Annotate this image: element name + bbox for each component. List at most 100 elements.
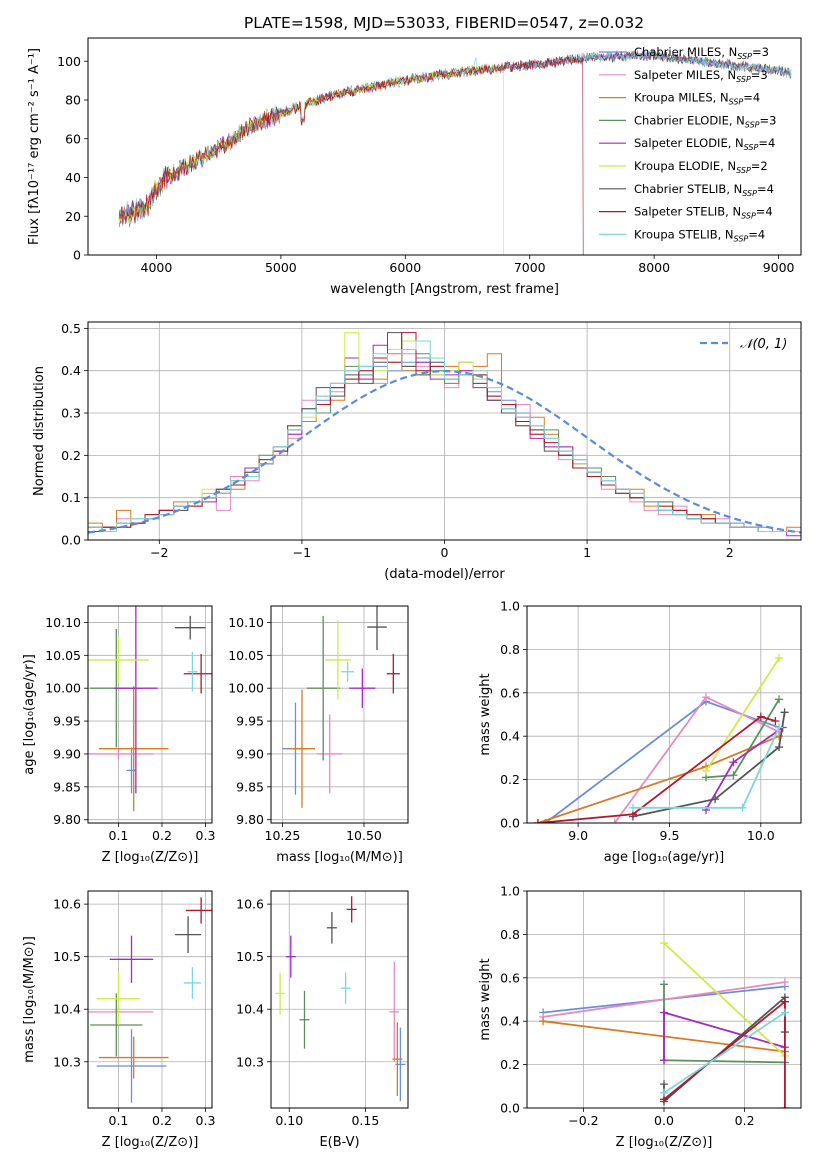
age-vs-mass-panel: 10.25 10.50 9.80 9.85 9.90 9.95 10.00 10.05 10.1… (228, 605, 409, 865)
weight-marker (780, 708, 789, 717)
y-tick-label: 10.00 (45, 681, 81, 696)
y-tick-label: 10.10 (228, 615, 264, 630)
age-vs-metallicity-panel: 0.1 0.2 0.3 9.80 9.85 9.90 9.95 10.00 10.05 10.10… (22, 605, 215, 865)
y-tick-label: 0.3 (61, 406, 81, 421)
weight-marker (702, 693, 711, 702)
y-axis-label: mass [log₁₀(M/M⊙)] (22, 936, 37, 1063)
legend-name: Chabrier STELIB, N (634, 182, 742, 196)
y-axis-label: Flux [fλ10⁻¹⁷ erg cm⁻² s⁻¹ A⁻¹] (27, 48, 42, 245)
spectrum-panel: 4000 5000 6000 7000 8000 9000 0 20 40 60 80 100 wave… (27, 37, 802, 297)
x-tick-label: 0.3 (196, 1113, 216, 1128)
plot-area (282, 606, 400, 808)
y-tick-label: 0.6 (500, 685, 520, 700)
x-tick-label: −0.2 (568, 1113, 598, 1128)
spectrum-line (118, 63, 504, 255)
legend-entry: Salpeter STELIB, NSSP=4 (634, 205, 773, 221)
legend-count: =3 (751, 68, 768, 82)
y-tick-label: 10.3 (53, 1054, 81, 1069)
legend-name: Kroupa ELODIE, N (634, 159, 736, 173)
y-tick-label: 10.4 (236, 1002, 264, 1017)
y-tick-label: 10.6 (53, 897, 81, 912)
y-tick-label: 0.6 (500, 970, 520, 985)
legend-count: =4 (743, 91, 760, 105)
plot-area (88, 332, 801, 540)
legend-subscript: SSP (742, 189, 757, 198)
x-tick-label: 4000 (141, 260, 173, 275)
y-tick-label: 0 (73, 248, 81, 263)
y-axis-label: age [log₁₀(age/yr)] (22, 654, 37, 775)
x-tick-label: −2 (150, 545, 168, 560)
x-tick-label: 10.25 (265, 828, 301, 843)
x-axis-label: age [log₁₀(age/yr)] (604, 850, 725, 865)
legend-subscript: SSP (736, 166, 751, 175)
y-tick-label: 9.95 (236, 714, 264, 729)
axes-frame (526, 605, 802, 824)
legend-entry: Kroupa MILES, NSSP=4 (634, 91, 760, 107)
x-tick-label: 9000 (763, 260, 795, 275)
x-axis-label: Z [log₁₀(Z/Z⊙)] (102, 1135, 199, 1150)
weight-vs-metallicity-panel: −0.2 0.0 0.2 0.0 0.2 0.4 0.6 0.8 1.0 Z [log₁₀(Z/Z… (478, 884, 802, 1150)
y-axis-label: mass weight (478, 958, 493, 1040)
weight-marker (539, 1017, 548, 1026)
axes-frame (526, 890, 802, 1109)
x-tick-label: 9.5 (660, 828, 680, 843)
weight-marker (729, 758, 738, 767)
y-tick-label: 10.05 (45, 648, 81, 663)
y-tick-label: 9.80 (53, 812, 81, 827)
weight-marker (660, 939, 668, 948)
weight-marker (660, 1088, 668, 1097)
legend-count: =4 (757, 182, 774, 196)
y-tick-label: 0.0 (500, 816, 520, 831)
spectrum-line (118, 56, 584, 255)
plot-area (88, 606, 212, 812)
mass-vs-metallicity-panel: 0.1 0.2 0.3 10.3 10.4 10.5 10.6 Z [log₁₀(Z/Z⊙)]… (22, 890, 216, 1150)
x-tick-label: 0.2 (152, 828, 172, 843)
x-tick-label: 0.1 (109, 828, 129, 843)
x-tick-label: 1 (583, 545, 591, 560)
legend-count: =2 (751, 159, 768, 173)
x-axis-label: (data-model)/error (384, 567, 505, 582)
weight-marker (533, 819, 542, 823)
y-axis-label: Normed distribution (32, 366, 47, 496)
x-tick-label: 0.1 (109, 1113, 129, 1128)
x-tick-label: 0.2 (735, 1113, 755, 1128)
y-tick-label: 0.8 (500, 927, 520, 942)
x-axis-label: Z [log₁₀(Z/Z⊙)] (102, 850, 199, 865)
legend-subscript: SSP (745, 120, 760, 129)
figure-title: PLATE=1598, MJD=53033, FIBERID=0547, z=0… (244, 14, 644, 32)
x-axis-label: wavelength [Angstrom, rest frame] (330, 282, 559, 297)
legend-name: Salpeter ELODIE, N (634, 136, 744, 150)
weight-marker (702, 766, 711, 775)
plot-area (533, 654, 789, 823)
weight-marker (711, 795, 720, 804)
axes-frame (87, 605, 213, 824)
legend-count: =4 (756, 205, 773, 219)
weight-marker (780, 1008, 789, 1017)
legend-name: Kroupa STELIB, N (634, 227, 734, 241)
weight-marker (660, 1008, 668, 1017)
weight-marker (660, 1080, 668, 1089)
legend-count: =4 (758, 136, 775, 150)
weight-marker (775, 654, 784, 663)
weight-marker (729, 771, 738, 780)
x-axis-label: E(B-V) (319, 1135, 359, 1150)
legend-name: Salpeter STELIB, N (634, 205, 741, 219)
plot-area (88, 897, 212, 1103)
y-tick-label: 20 (65, 209, 81, 224)
y-tick-label: 0.5 (61, 321, 81, 336)
y-tick-label: 0.4 (500, 729, 520, 744)
x-tick-label: 0.2 (152, 1113, 172, 1128)
y-tick-label: 10.10 (45, 615, 81, 630)
legend-name: Kroupa MILES, N (634, 91, 729, 105)
y-tick-label: 10.00 (228, 681, 264, 696)
x-tick-label: 5000 (265, 260, 297, 275)
legend-subscript: SSP (737, 52, 752, 61)
x-tick-label: 10.50 (346, 828, 382, 843)
legend-entry: Chabrier STELIB, NSSP=4 (634, 182, 774, 198)
y-tick-label: 10.4 (53, 1002, 81, 1017)
weight-marker (628, 803, 637, 812)
y-tick-label: 10.05 (228, 648, 264, 663)
x-tick-label: 6000 (389, 260, 421, 275)
legend-subscript: SSP (736, 75, 751, 84)
weight-marker (780, 978, 789, 987)
